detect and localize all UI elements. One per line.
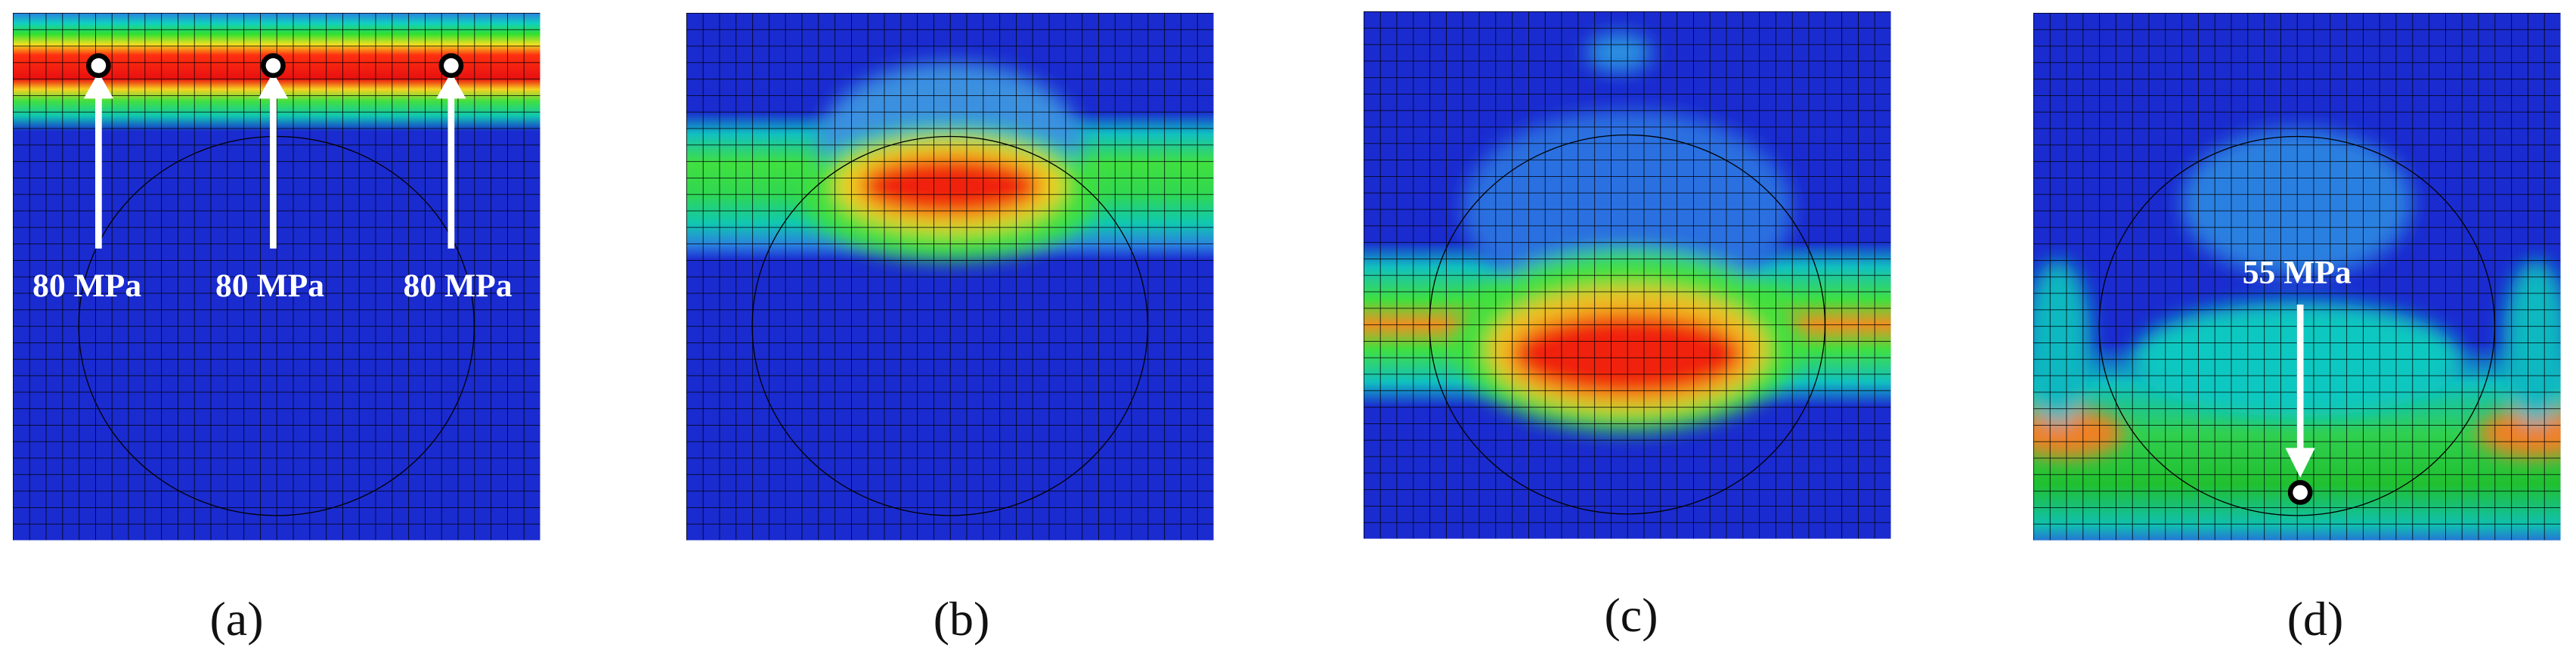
- panel-c: [1364, 11, 1891, 539]
- panel-label: (c): [1604, 588, 1658, 642]
- mesh: [1364, 11, 1891, 539]
- panel-label: (d): [2287, 592, 2344, 646]
- arrow: [2285, 304, 2315, 505]
- mesh: [686, 13, 1214, 541]
- panel-b: [686, 13, 1214, 541]
- arrow: [258, 53, 289, 249]
- stress-label: 80 MPa: [404, 268, 512, 304]
- arrow: [436, 53, 466, 249]
- panel-label: (a): [209, 592, 263, 646]
- arrow: [83, 53, 113, 249]
- annotations-d: 55 MPa: [2243, 255, 2352, 505]
- stress-label: 55 MPa: [2243, 255, 2352, 291]
- annotations-a: 80 MPa 80 MPa 80 MPa: [33, 53, 512, 304]
- panel-label: (b): [933, 592, 990, 646]
- stress-label: 80 MPa: [215, 268, 324, 304]
- stress-label: 80 MPa: [33, 268, 141, 304]
